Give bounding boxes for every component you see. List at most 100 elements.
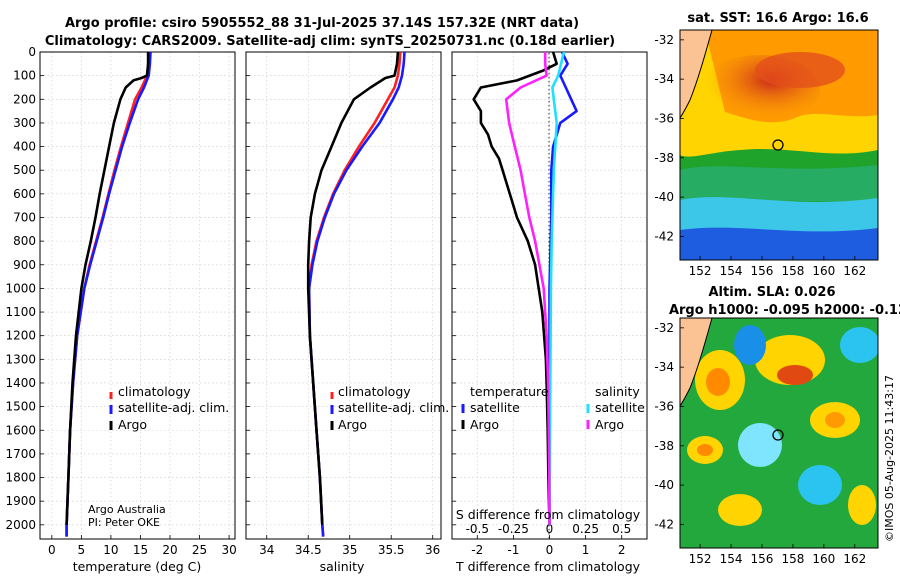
- difference-x2label: S difference from climatology: [456, 507, 641, 522]
- x-tick-label: 34: [259, 543, 274, 557]
- difference-legend: temperature salinity satellite Argo sate…: [461, 384, 645, 432]
- sla-anomaly: [738, 423, 782, 467]
- y-tick-label: 600: [13, 187, 36, 201]
- lat-tick-label: -32: [654, 33, 674, 47]
- x2-tick-label: 0: [546, 522, 554, 536]
- y-tick-label: 200: [13, 92, 36, 106]
- series-line-argo: [306, 52, 400, 525]
- lat-tick-label: -38: [654, 439, 674, 453]
- lon-tick-label: 156: [751, 552, 774, 566]
- lon-tick-label: 162: [843, 264, 866, 278]
- series-line-climatology: [307, 52, 402, 537]
- series-line-climatology: [65, 52, 151, 537]
- series-line-argo: [65, 52, 150, 525]
- sla-anomaly: [734, 325, 766, 365]
- difference-xlabel: T difference from climatology: [455, 559, 641, 574]
- y-tick-label: 0: [28, 45, 36, 59]
- credit-line1: Argo Australia: [88, 503, 166, 516]
- y-tick-label: 100: [13, 69, 36, 83]
- x-tick-label: 15: [133, 543, 148, 557]
- series-line-temperature-argo: [472, 52, 558, 525]
- lat-tick-label: -36: [654, 111, 674, 125]
- lon-tick-label: 160: [812, 264, 835, 278]
- x-tick-label: 35.5: [378, 543, 405, 557]
- x-tick-label: 1: [582, 543, 590, 557]
- lat-tick-label: -32: [654, 321, 674, 335]
- y-tick-label: 1000: [5, 281, 36, 295]
- sst-map-title: sat. SST: 16.6 Argo: 16.6: [687, 11, 868, 26]
- sla-float-marker: [772, 429, 784, 441]
- sst-land: [680, 30, 713, 119]
- series-line-satellite-adj-clim-: [307, 52, 406, 537]
- legend-label-climatology: climatology: [338, 384, 411, 399]
- x2-tick-label: 0.25: [572, 522, 599, 536]
- sla-anomaly: [798, 465, 842, 505]
- figure-title-line2: Climatology: CARS2009. Satellite-adj cli…: [45, 34, 615, 49]
- lat-tick-label: -36: [654, 399, 674, 413]
- lon-tick-label: 158: [781, 552, 804, 566]
- salinity-panel: 34 34.5 35 35.5 36 salinity climatology sate…: [245, 51, 449, 574]
- series-line-salinity-argo: [504, 52, 551, 525]
- figure-title-line1: Argo profile: csiro 5905552_88 31-Jul-20…: [65, 16, 579, 31]
- lat-tick-label: -40: [654, 190, 674, 204]
- y-tick-label: 1200: [5, 329, 36, 343]
- y-tick-label: 800: [13, 234, 36, 248]
- sla-anomaly: [697, 444, 713, 456]
- salinity-xlabel: salinity: [320, 559, 365, 574]
- legend-label-argo: Argo: [118, 417, 147, 432]
- salinity-axes-frame: [245, 51, 442, 540]
- x2-tick-label: -0.25: [498, 522, 529, 536]
- x-tick-label: 5: [78, 543, 86, 557]
- temperature-axes-frame: [39, 51, 236, 540]
- sla-map: Altim. SLA: 0.026 Argo h1000: -0.095 h20…: [654, 285, 900, 566]
- sla-map-title-line2: Argo h1000: -0.095 h2000: -0.12: [669, 303, 900, 318]
- x-tick-label: 35: [342, 543, 357, 557]
- sst-hot-patch: [755, 52, 845, 88]
- temperature-panel: 0100200300400500600700800900100011001200…: [5, 45, 236, 574]
- legend-label-satellite: satellite-adj. clim.: [338, 400, 449, 415]
- credit-line2: PI: Peter OKE: [88, 516, 160, 529]
- y-tick-label: 1700: [5, 447, 36, 461]
- sla-map-title-line1: Altim. SLA: 0.026: [709, 285, 836, 300]
- lat-tick-label: -42: [654, 517, 674, 531]
- legend-header-salinity: salinity: [595, 384, 640, 399]
- y-tick-label: 1900: [5, 494, 36, 508]
- legend-label-temp-argo: Argo: [470, 417, 499, 432]
- lon-tick-label: 152: [689, 552, 712, 566]
- lat-tick-label: -40: [654, 478, 674, 492]
- sst-transition-band: [680, 165, 878, 205]
- sla-map-frame: [679, 317, 879, 549]
- lon-tick-label: 162: [843, 552, 866, 566]
- x-tick-label: 25: [192, 543, 207, 557]
- lon-tick-label: 154: [720, 264, 743, 278]
- legend-header-temperature: temperature: [470, 384, 549, 399]
- x-tick-label: 34.5: [295, 543, 322, 557]
- y-tick-label: 300: [13, 116, 36, 130]
- lon-tick-label: 156: [751, 264, 774, 278]
- legend-label-temp-satellite: satellite: [470, 400, 520, 415]
- x-tick-label: 10: [103, 543, 118, 557]
- legend-label-argo: Argo: [338, 417, 367, 432]
- x-tick-label: 30: [221, 543, 236, 557]
- y-tick-label: 700: [13, 210, 36, 224]
- y-tick-label: 500: [13, 163, 36, 177]
- y-tick-label: 1500: [5, 400, 36, 414]
- temperature-xlabel: temperature (deg C): [73, 559, 202, 574]
- temperature-legend: climatology satellite-adj. clim. Argo: [109, 384, 229, 432]
- series-line-temperature-satellite: [548, 52, 578, 525]
- y-tick-label: 900: [13, 258, 36, 272]
- x-tick-label: 20: [162, 543, 177, 557]
- x-tick-label: 0: [48, 543, 56, 557]
- difference-panel: -2 -1 0 1 2 -0.5 -0.25 0 0.25 0.5 T difference fr…: [451, 51, 648, 574]
- legend-label-sal-satellite: satellite: [595, 400, 645, 415]
- x2-tick-label: 0.5: [612, 522, 631, 536]
- lon-tick-label: 152: [689, 264, 712, 278]
- lon-tick-label: 154: [720, 552, 743, 566]
- lat-tick-label: -38: [654, 151, 674, 165]
- y-tick-label: 2000: [5, 518, 36, 532]
- salinity-legend: climatology satellite-adj. clim. Argo: [330, 384, 449, 432]
- legend-label-climatology: climatology: [118, 384, 191, 399]
- sla-anomaly: [825, 412, 845, 428]
- x-tick-label: 2: [618, 543, 626, 557]
